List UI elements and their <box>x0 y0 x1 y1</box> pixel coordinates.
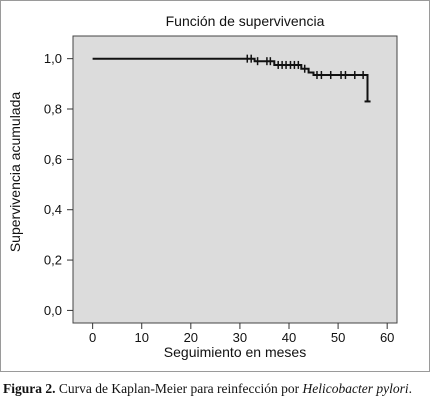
figure-caption: Figura 2. Curva de Kaplan-Meier para rei… <box>3 381 429 397</box>
caption-label: Figura 2. <box>3 381 56 396</box>
y-tick-label: 0,6 <box>44 152 62 167</box>
chart-title: Función de supervivencia <box>166 13 325 29</box>
x-tick-label: 40 <box>282 330 296 345</box>
y-tick-label: 0,2 <box>44 253 62 268</box>
survival-curve <box>92 57 369 102</box>
x-tick-label: 60 <box>380 330 394 345</box>
x-tick-label: 50 <box>331 330 345 345</box>
caption-italic-text: Helicobacter pylori <box>302 381 409 396</box>
y-tick-label: 0,0 <box>44 303 62 318</box>
x-axis: 0 10 20 30 40 50 60 <box>89 323 394 345</box>
y-axis: 0,0 0,2 0,4 0,6 0,8 1,0 <box>44 51 73 318</box>
caption-text: Curva de Kaplan-Meier para reinfección p… <box>55 381 303 396</box>
x-tick-label: 20 <box>184 330 198 345</box>
y-tick-label: 1,0 <box>44 51 62 66</box>
caption-end: . <box>408 381 412 396</box>
x-tick-label: 0 <box>89 330 96 345</box>
x-tick-label: 10 <box>134 330 148 345</box>
survival-chart: Función de supervivencia 0,0 0,2 0,4 0,6 0,8… <box>7 13 398 360</box>
x-tick-label: 30 <box>233 330 247 345</box>
x-axis-label: Seguimiento en meses <box>164 344 306 360</box>
y-tick-label: 0,8 <box>44 102 62 117</box>
plot-area <box>72 35 398 324</box>
y-tick-label: 0,4 <box>44 202 62 217</box>
series-group <box>92 54 371 103</box>
y-axis-label: Supervivencia acumulada <box>7 92 23 253</box>
